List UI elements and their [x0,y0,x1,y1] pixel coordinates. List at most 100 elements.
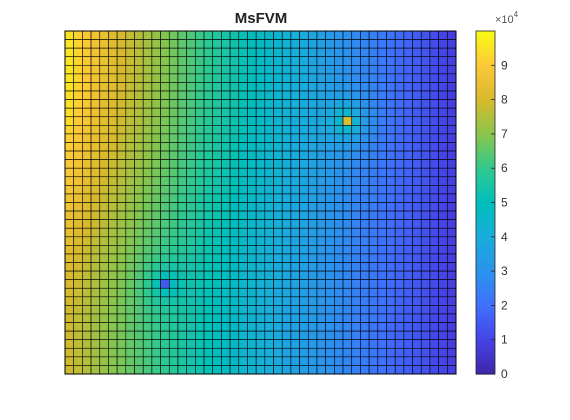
heatmap-cell [238,142,248,152]
heatmap-cell [307,365,318,375]
heatmap-cell [90,210,101,220]
heatmap-cell [325,313,335,323]
heatmap-cell [134,262,144,272]
colorbar-segment [476,99,495,104]
heatmap-cell [108,116,118,126]
heatmap-cell [108,133,118,143]
heatmap-cell [160,193,170,203]
heatmap-cell [195,82,205,92]
heatmap-cell [221,262,231,272]
heatmap-cell [125,245,135,255]
heatmap-cell [273,125,283,135]
heatmap-cell [325,287,335,298]
heatmap-cell [412,202,422,212]
heatmap-cell [420,73,431,83]
heatmap-cell [108,236,118,246]
heatmap-cell [403,176,413,186]
heatmap-cell [134,287,144,298]
heatmap-cell [290,30,300,40]
heatmap-cell [334,56,344,66]
heatmap-cell [229,142,240,152]
heatmap-cell [438,245,448,255]
heatmap-cell [264,82,274,92]
heatmap-cell [73,56,83,66]
heatmap-cell [168,193,179,203]
heatmap-cell [238,313,248,323]
heatmap-cell [412,39,422,49]
heatmap-cell [299,356,309,366]
heatmap-cell [290,176,300,186]
heatmap-cell [221,99,231,109]
heatmap-cell [342,159,353,169]
heatmap-cell [195,116,205,126]
heatmap-cell [420,142,431,152]
heatmap-cell [195,150,205,160]
heatmap-cell [177,365,187,375]
heatmap-cell [238,116,248,126]
heatmap-cell [64,279,74,289]
heatmap-cell [64,99,74,109]
colorbar-segment [476,111,495,115]
heatmap-cell [125,253,135,263]
heatmap-cell [212,193,222,203]
heatmap-cell [281,125,292,135]
heatmap-cell [438,185,448,195]
heatmap-cell [238,73,248,83]
heatmap-cell [134,185,144,195]
heatmap-cell [125,56,135,66]
heatmap-cell [177,142,187,152]
heatmap-cell [334,125,344,135]
heatmap-cell [160,245,170,255]
colorbar-tick-label: 5 [501,196,508,210]
heatmap-cell [334,330,344,341]
heatmap-cell [221,142,231,152]
heatmap-cell [238,125,248,135]
heatmap-cell [177,193,187,203]
heatmap-cell [134,330,144,341]
heatmap-cell [360,305,370,315]
colorbar-segment [476,282,495,286]
heatmap-cell [264,305,274,315]
heatmap-cell [255,47,266,58]
heatmap-cell [186,202,196,212]
colorbar-segment [476,71,495,75]
heatmap-cell [264,296,274,306]
heatmap-cell [438,39,448,49]
heatmap-cell [447,279,457,289]
heatmap-cell [290,99,300,109]
heatmap-cell [212,279,222,289]
heatmap-cell [342,270,353,280]
heatmap-cell [334,347,344,358]
heatmap-cell [73,227,83,238]
heatmap-cell [90,150,101,160]
heatmap-cell [438,210,448,220]
heatmap-cell [290,296,300,306]
heatmap-cell [125,73,135,83]
heatmap-cell [429,193,439,203]
heatmap-cell [116,270,127,280]
heatmap-cell [377,39,387,49]
heatmap-cell [255,347,266,358]
heatmap-cell [142,210,153,220]
heatmap-cell [325,176,335,186]
heatmap-cell [99,90,109,100]
heatmap-cell [203,193,214,203]
heatmap-cell [151,296,161,306]
heatmap-cell [281,262,292,272]
heatmap-cell [438,176,448,186]
heatmap-cell [195,227,205,238]
heatmap-cell [177,176,187,186]
heatmap-cell [134,365,144,375]
heatmap-cell [116,219,127,229]
heatmap-cell [90,176,101,186]
heatmap-cell [412,30,422,40]
heatmap-cell [429,253,439,263]
heatmap-cell [64,347,74,358]
heatmap-cell [264,253,274,263]
heatmap-cell [229,339,240,349]
heatmap-cell [351,219,361,229]
heatmap-cell [264,47,274,58]
colorbar-segment [476,236,495,241]
heatmap-cell [377,193,387,203]
heatmap-cell [203,73,214,83]
